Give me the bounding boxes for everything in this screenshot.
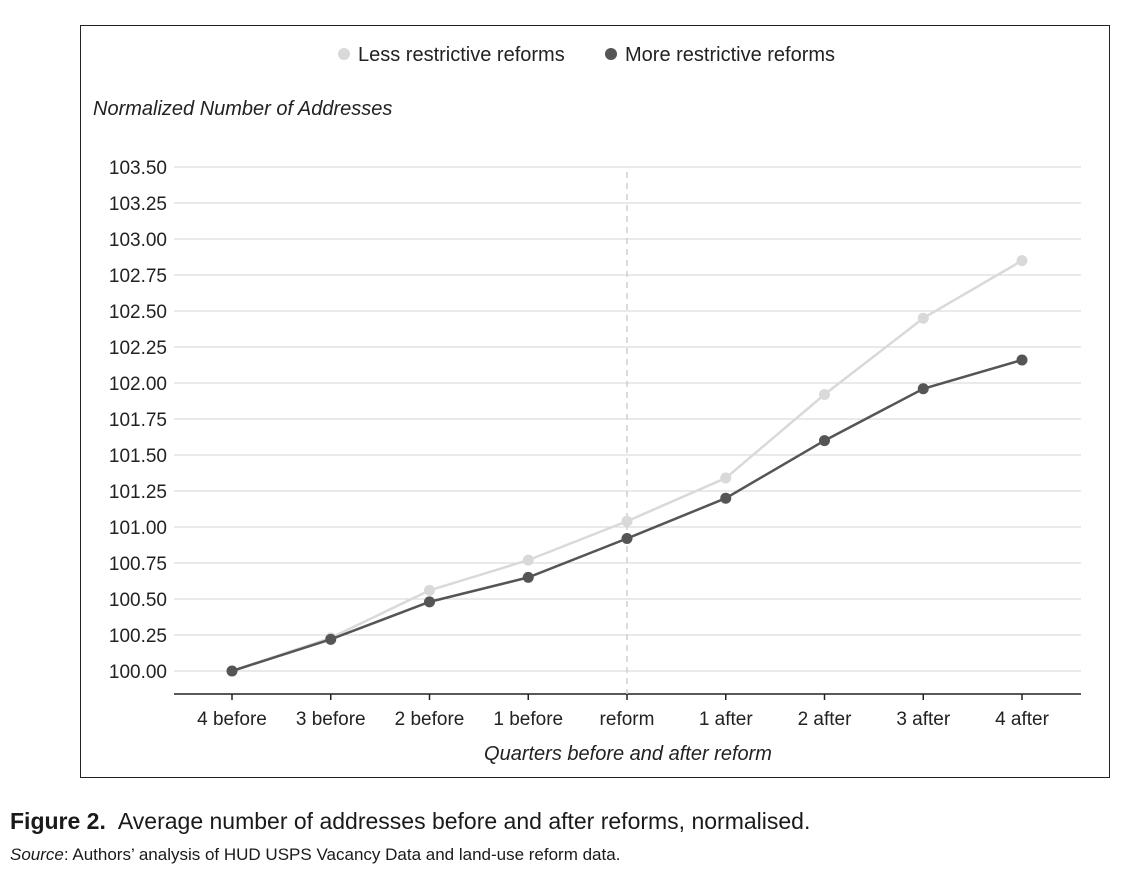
source-note: Source: Authors’ analysis of HUD USPS Va… (10, 845, 620, 865)
data-point-less-restrictive (621, 515, 633, 527)
y-tick-label: 103.25 (109, 194, 167, 215)
data-point-more-restrictive (917, 383, 929, 395)
data-point-less-restrictive (917, 312, 929, 324)
x-axis-title: Quarters before and after reform (484, 743, 772, 765)
y-tick-label: 102.00 (109, 374, 167, 395)
y-tick-label: 101.75 (109, 410, 167, 431)
data-point-more-restrictive (621, 533, 633, 545)
data-point-less-restrictive (1016, 255, 1028, 267)
figure-label: Figure 2. (10, 808, 106, 834)
data-point-more-restrictive (325, 633, 337, 645)
y-tick-label: 103.50 (109, 158, 167, 179)
y-tick-label: 100.00 (109, 662, 167, 683)
y-tick-label: 101.00 (109, 518, 167, 539)
data-point-more-restrictive (720, 492, 732, 504)
figure-caption: Figure 2. Average number of addresses bef… (10, 808, 810, 835)
x-tick-label: 4 before (197, 709, 267, 730)
y-axis-title: Normalized Number of Addresses (93, 98, 392, 120)
data-point-more-restrictive (1016, 354, 1028, 366)
data-point-more-restrictive (819, 435, 830, 447)
y-tick-label: 101.25 (109, 482, 167, 503)
x-tick-label: 3 before (296, 709, 366, 730)
y-tick-label: 100.25 (109, 626, 167, 647)
data-point-less-restrictive (819, 389, 830, 401)
y-tick-label: 102.50 (109, 302, 167, 323)
legend-label: Less restrictive reforms (358, 44, 565, 66)
data-point-less-restrictive (720, 472, 732, 484)
data-point-more-restrictive (226, 665, 238, 677)
data-point-more-restrictive (522, 571, 534, 583)
x-tick-label: 2 before (395, 709, 465, 730)
legend-label: More restrictive reforms (625, 44, 835, 66)
y-tick-label: 101.50 (109, 446, 167, 467)
legend-marker (338, 48, 350, 60)
line-chart: 100.00 100.25 100.50 100.75 101.00 101.25 101.… (93, 44, 1081, 765)
x-tick-label: 1 before (493, 709, 563, 730)
series-line-less-restrictive (231, 259, 1023, 673)
source-text: : Authors’ analysis of HUD USPS Vacancy … (63, 845, 621, 864)
data-point-less-restrictive (522, 554, 534, 566)
y-tick-label: 102.25 (109, 338, 167, 359)
legend-marker (605, 48, 617, 60)
x-tick-label: 3 after (896, 709, 951, 730)
y-tick-label: 100.75 (109, 554, 167, 575)
y-tick-label: 103.00 (109, 230, 167, 251)
chart-frame: 100.00 100.25 100.50 100.75 101.00 101.25 101.… (80, 25, 1110, 778)
data-point-less-restrictive (424, 584, 435, 596)
y-tick-label: 102.75 (109, 266, 167, 287)
x-tick-label: 2 after (798, 709, 853, 730)
x-tick-label: 4 after (995, 709, 1050, 730)
data-point-more-restrictive (424, 596, 435, 608)
x-tick-label: 1 after (699, 709, 754, 730)
y-tick-label: 100.50 (109, 590, 167, 611)
figure-caption-text: Average number of addresses before and a… (117, 808, 811, 834)
x-tick-label: reform (600, 709, 655, 730)
source-label: Source (10, 845, 64, 864)
